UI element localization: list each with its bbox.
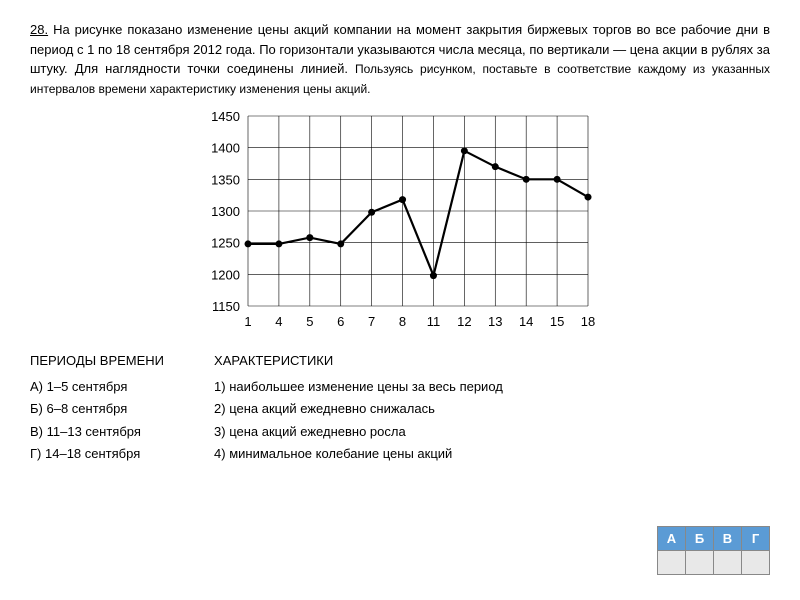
svg-text:11: 11 [426,314,440,329]
period-item: А) 1–5 сентября [30,377,164,397]
period-item: Б) 6–8 сентября [30,399,164,419]
periods-title: ПЕРИОДЫ ВРЕМЕНИ [30,351,164,371]
svg-text:14: 14 [518,314,532,329]
svg-text:5: 5 [306,314,313,329]
svg-text:1150: 1150 [212,299,240,314]
svg-text:15: 15 [549,314,563,329]
char-item: 4) минимальное колебание цены акций [214,444,503,464]
line-chart: 1150120012501300135014001450145678111213… [198,106,603,336]
answer-value-row [658,551,770,575]
answer-value-cell[interactable] [714,551,742,575]
svg-text:1400: 1400 [211,141,240,156]
svg-text:1: 1 [244,314,251,329]
answer-header-cell: В [714,527,742,551]
svg-text:1200: 1200 [211,267,240,282]
answer-value-cell[interactable] [742,551,770,575]
svg-text:1450: 1450 [211,109,240,124]
answer-header-cell: Б [686,527,714,551]
svg-text:13: 13 [488,314,502,329]
svg-text:1300: 1300 [211,204,240,219]
answer-table: А Б В Г [657,526,770,575]
chars-title: ХАРАКТЕРИСТИКИ [214,351,503,371]
answer-value-cell[interactable] [686,551,714,575]
problem-text: 28. На рисунке показано изменение цены а… [30,20,770,98]
svg-text:1350: 1350 [211,172,240,187]
svg-text:4: 4 [275,314,282,329]
options-section: ПЕРИОДЫ ВРЕМЕНИ А) 1–5 сентября Б) 6–8 с… [30,351,770,467]
char-item: 2) цена акций ежедневно снижалась [214,399,503,419]
period-item: Г) 14–18 сентября [30,444,164,464]
svg-text:12: 12 [457,314,471,329]
problem-number: 28. [30,22,48,37]
chart-container: 1150120012501300135014001450145678111213… [30,106,770,336]
answer-table-container: А Б В Г [657,526,770,575]
svg-text:7: 7 [368,314,375,329]
answer-value-cell[interactable] [658,551,686,575]
characteristics-column: ХАРАКТЕРИСТИКИ 1) наибольшее изменение ц… [214,351,503,467]
answer-header-cell: А [658,527,686,551]
svg-text:1250: 1250 [211,236,240,251]
periods-column: ПЕРИОДЫ ВРЕМЕНИ А) 1–5 сентября Б) 6–8 с… [30,351,164,467]
period-item: В) 11–13 сентября [30,422,164,442]
svg-text:18: 18 [580,314,594,329]
answer-header-row: А Б В Г [658,527,770,551]
svg-text:6: 6 [337,314,344,329]
svg-text:8: 8 [398,314,405,329]
answer-header-cell: Г [742,527,770,551]
char-item: 1) наибольшее изменение цены за весь пер… [214,377,503,397]
char-item: 3) цена акций ежедневно росла [214,422,503,442]
